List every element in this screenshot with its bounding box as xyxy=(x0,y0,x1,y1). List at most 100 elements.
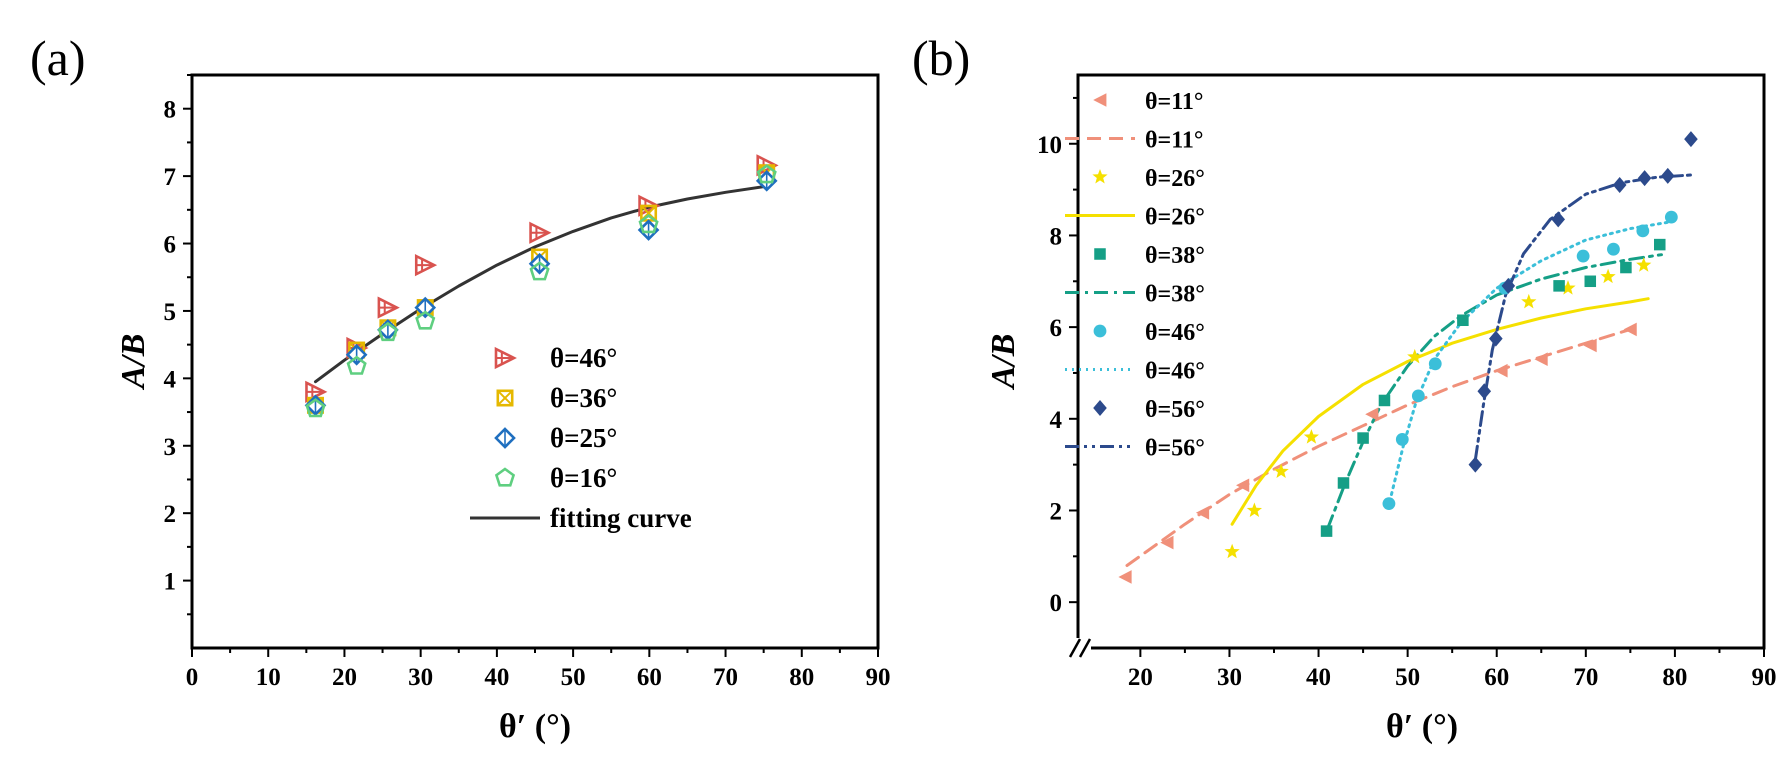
x-tick-label: 10 xyxy=(256,664,281,691)
legend-label: θ=11° xyxy=(1145,89,1203,115)
data-point xyxy=(638,214,659,234)
data-point xyxy=(1411,389,1425,403)
legend-label: θ=38° xyxy=(1145,282,1205,308)
series-points-8 xyxy=(1468,131,1698,473)
data-point xyxy=(1489,330,1503,347)
series-points-1 xyxy=(306,164,776,414)
data-point xyxy=(304,394,327,417)
series-line-3 xyxy=(1230,297,1650,526)
data-point xyxy=(1584,275,1597,288)
legend-label: θ=11° xyxy=(1145,128,1203,154)
series-points-4 xyxy=(1320,238,1666,537)
data-point xyxy=(1636,224,1650,238)
data-point xyxy=(1684,131,1698,148)
legend-marker-swatch xyxy=(1093,400,1107,416)
y-tick-label: 6 xyxy=(164,232,177,259)
data-point xyxy=(1246,502,1263,517)
legend-label: fitting curve xyxy=(550,503,692,533)
legend-marker-swatch xyxy=(1093,324,1107,338)
y-tick-label: 5 xyxy=(164,299,177,326)
legend-item-4: fitting curve xyxy=(470,503,692,533)
legend-marker-swatch xyxy=(494,467,516,487)
legend-item-7: θ=46° xyxy=(1065,359,1205,385)
legend-item-5: θ=38° xyxy=(1065,282,1205,308)
x-tick-label: 40 xyxy=(484,664,509,691)
panel-b-ticks: 20 30 40 50 60 70 80 90 0 2 4 6 8 10 xyxy=(1037,96,1777,691)
y-tick-label: 8 xyxy=(1050,223,1063,250)
data-point xyxy=(1273,463,1289,478)
x-tick-label: 50 xyxy=(1395,664,1420,691)
y-tick-label: 8 xyxy=(164,97,177,124)
data-point xyxy=(1553,280,1565,292)
x-tick-label: 0 xyxy=(186,664,199,691)
data-point xyxy=(1236,478,1250,493)
series-line-7 xyxy=(1388,220,1673,503)
legend-label: θ=46° xyxy=(550,343,617,373)
data-point xyxy=(1623,322,1637,337)
data-point xyxy=(1357,432,1369,444)
data-point xyxy=(1494,363,1508,378)
legend-item-8: θ=56° xyxy=(1093,397,1205,423)
axis-break-mark xyxy=(1068,638,1092,658)
data-point xyxy=(1583,338,1597,353)
data-point xyxy=(1303,429,1320,444)
series-line-9 xyxy=(1473,173,1695,462)
series-points-6 xyxy=(1382,210,1678,511)
legend-label: θ=56° xyxy=(1145,397,1205,423)
panel-a-marks xyxy=(304,154,779,418)
data-point xyxy=(529,221,552,244)
data-point xyxy=(1560,280,1576,295)
data-point xyxy=(1551,211,1565,228)
panel-a-x-axis-title: θ′ (°) xyxy=(499,708,571,745)
legend-label: θ=26° xyxy=(1145,205,1205,231)
panel-a-label: (a) xyxy=(30,30,86,86)
series-points-3 xyxy=(305,164,777,418)
data-point xyxy=(1534,352,1548,367)
legend-item-0: θ=11° xyxy=(1093,89,1203,115)
data-point xyxy=(1395,433,1409,446)
data-point xyxy=(1620,261,1632,274)
panel-a-legend: θ=46° θ=36° θ=25° θ=16° fitting curve xyxy=(470,343,692,533)
legend-item-1: θ=11° xyxy=(1065,128,1203,154)
data-point xyxy=(1378,394,1391,407)
legend-item-0: θ=46° xyxy=(494,343,617,373)
x-tick-label: 60 xyxy=(1484,664,1509,691)
panel-b-marks xyxy=(1118,131,1698,584)
data-point xyxy=(1664,210,1678,224)
data-point xyxy=(1428,357,1442,371)
data-point xyxy=(1407,348,1423,364)
data-point xyxy=(305,398,326,418)
x-tick-label: 20 xyxy=(332,664,357,691)
x-tick-label: 90 xyxy=(1752,664,1777,691)
data-point xyxy=(1195,505,1210,520)
legend-item-2: θ=26° xyxy=(1092,166,1205,192)
data-point xyxy=(1607,242,1620,256)
y-tick-label: 3 xyxy=(164,434,177,461)
legend-item-1: θ=36° xyxy=(496,383,617,413)
legend-item-4: θ=38° xyxy=(1094,243,1205,269)
legend-label: θ=56° xyxy=(1145,436,1205,462)
series-line-1 xyxy=(1125,327,1632,567)
x-tick-label: 30 xyxy=(408,664,433,691)
data-point xyxy=(1118,570,1132,584)
data-point xyxy=(1600,268,1616,284)
data-point xyxy=(1576,249,1590,263)
data-point xyxy=(529,261,550,281)
x-tick-label: 80 xyxy=(789,664,814,691)
y-tick-label: 10 xyxy=(1037,132,1062,159)
data-point xyxy=(377,296,400,319)
data-point xyxy=(1337,477,1350,489)
x-tick-label: 50 xyxy=(561,664,586,691)
x-tick-label: 70 xyxy=(1573,664,1598,691)
data-point xyxy=(1501,277,1516,294)
y-tick-label: 2 xyxy=(1050,498,1063,525)
x-tick-label: 20 xyxy=(1128,664,1153,691)
x-tick-label: 60 xyxy=(637,664,662,691)
panel-b-label: (b) xyxy=(912,30,970,86)
data-point xyxy=(1637,170,1652,187)
x-tick-label: 30 xyxy=(1217,664,1242,691)
data-point xyxy=(1468,456,1483,473)
y-tick-label: 1 xyxy=(164,569,177,596)
data-point xyxy=(1654,238,1666,251)
legend-label: θ=46° xyxy=(1145,320,1205,346)
